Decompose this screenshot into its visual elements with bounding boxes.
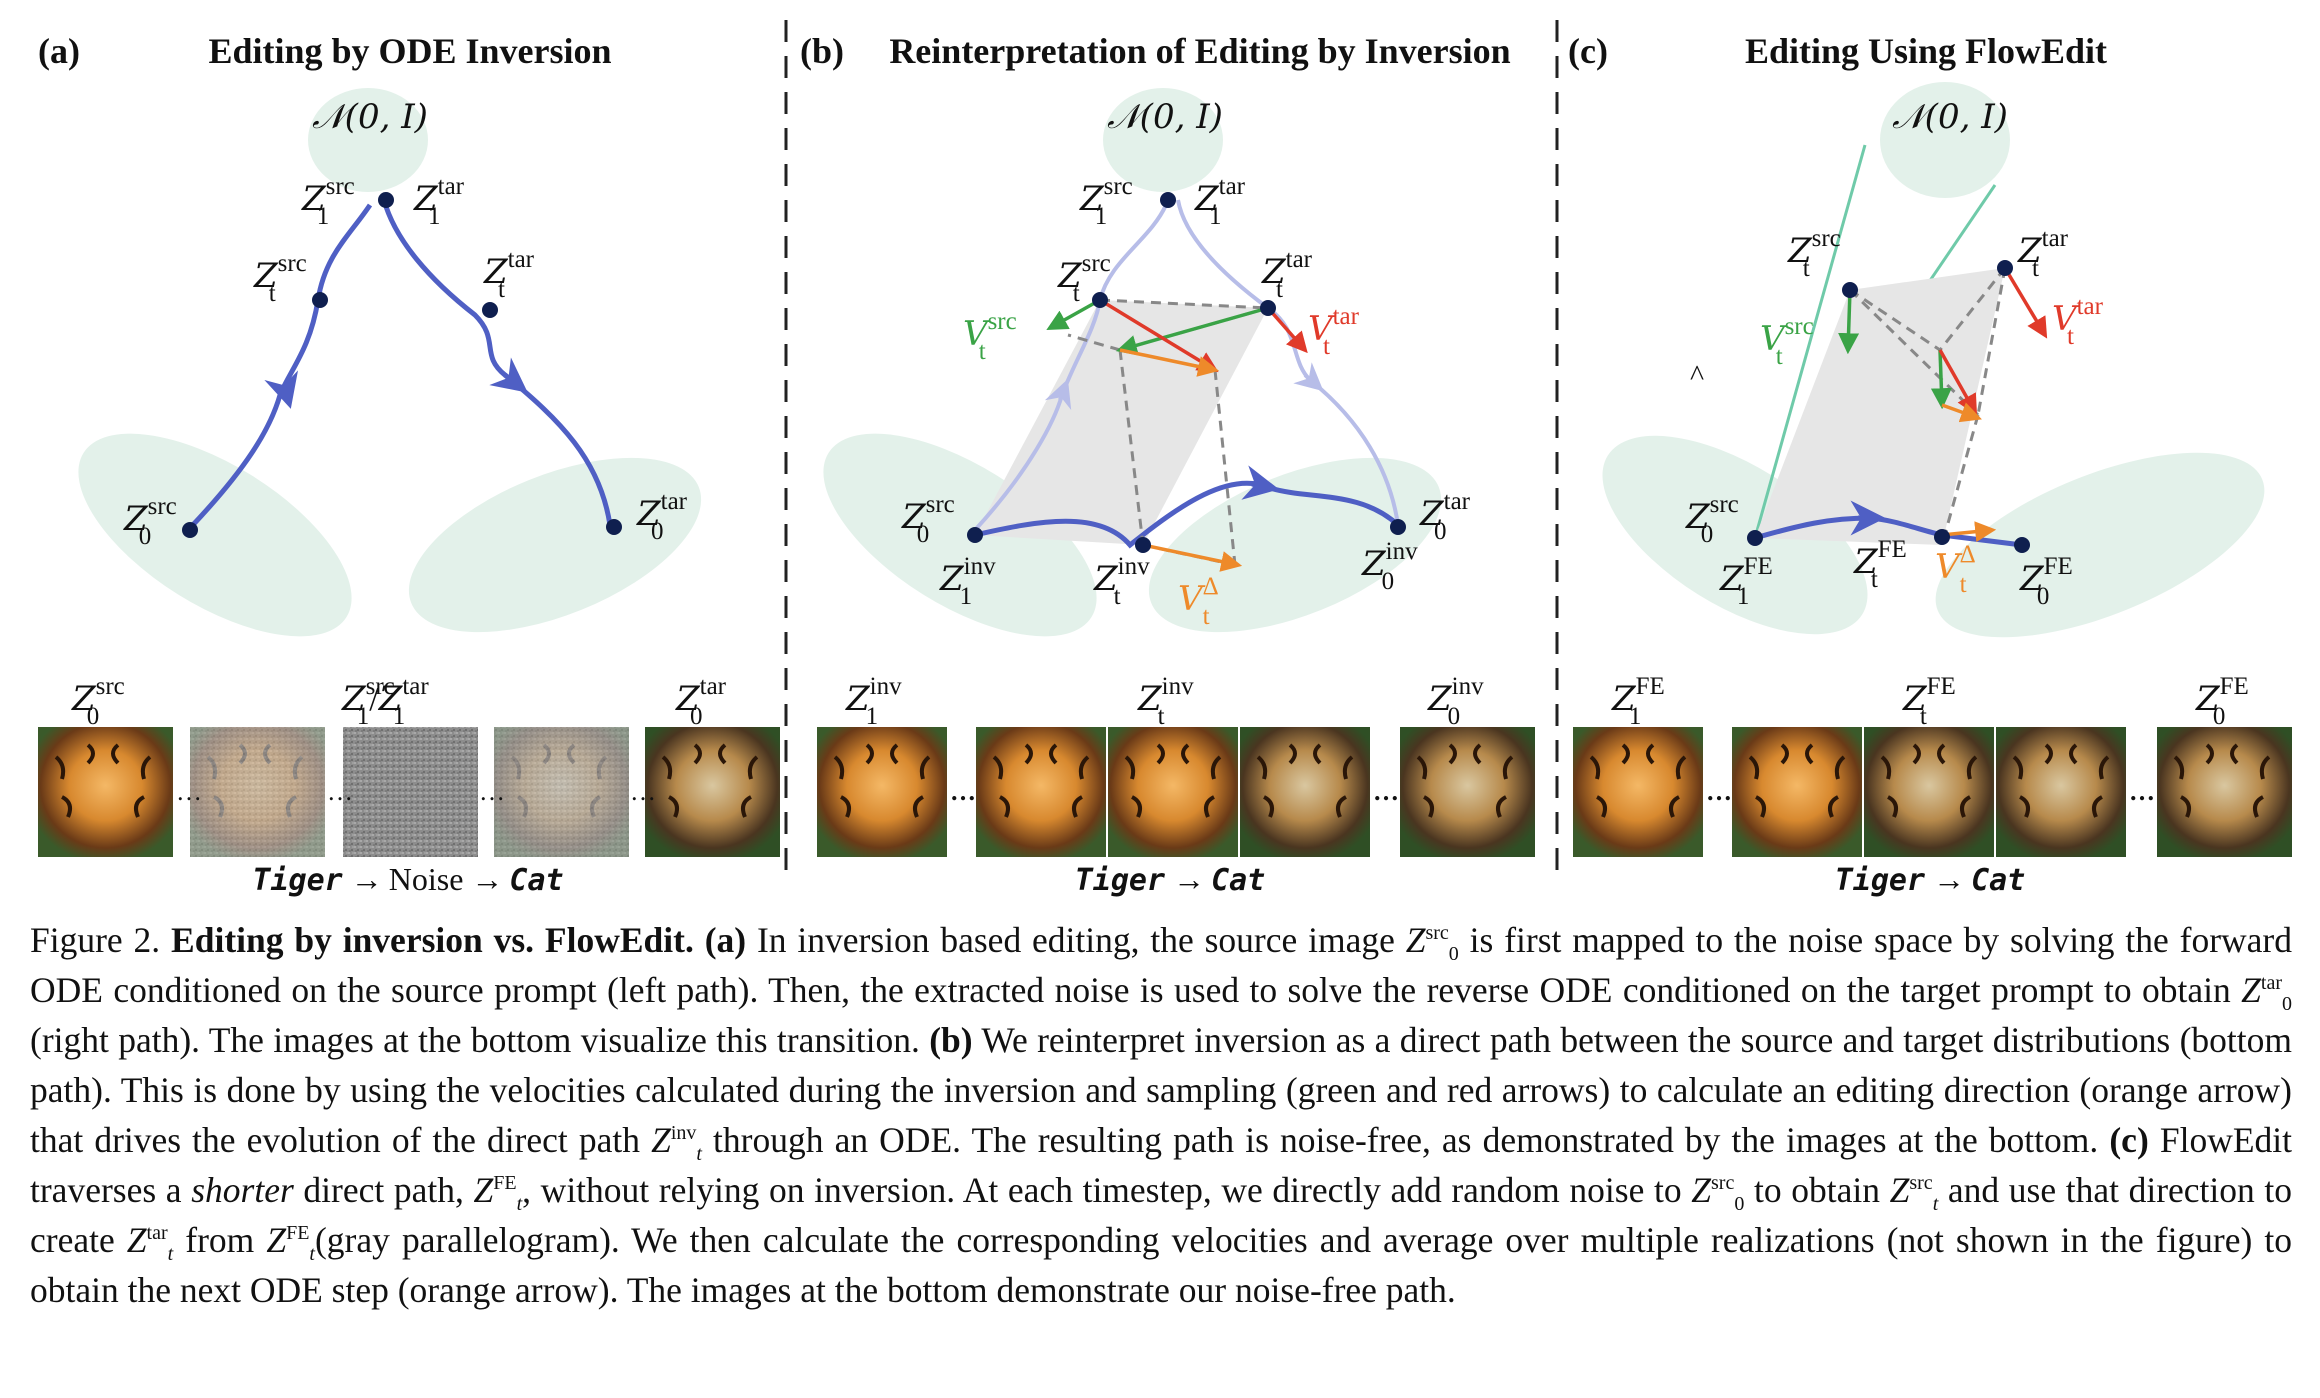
parallelogram-b	[975, 300, 1268, 545]
label-z1tar-b: Ztar 1	[1194, 173, 1246, 230]
panel-b-image-strip: Zinv 1 Zinv t Zinv 0 … … Tiger → Cat	[817, 673, 1535, 898]
label-z0fe-c: ZFE 0	[2019, 553, 2073, 610]
noise-blob-a	[308, 88, 428, 192]
panel-c-image-strip: ZFE 1 ZFE t ZFE 0 … … Tiger → Cat	[1573, 673, 2292, 898]
svg-text:…: …	[1373, 777, 1399, 806]
panel-b-diagram: 𝒩(0, I) Zsrc 0 Zinv 1 Zsrc t	[823, 88, 1471, 637]
label-z0src-a: Zsrc 0	[123, 493, 177, 550]
prompt-b: Tiger → Cat	[1075, 861, 1266, 898]
label-zttar-b: Ztar t	[1261, 246, 1313, 303]
label-vtsrc-b: Vsrc t	[963, 308, 1017, 365]
label-ztfe-c: ZFE t	[1853, 536, 1907, 593]
source-blob-a	[78, 433, 352, 637]
label-z1fe-c: ZFE 1	[1719, 553, 1773, 610]
svg-text:^: ^	[1690, 359, 1704, 392]
noise-line-1	[1753, 144, 1867, 539]
strip-a-label-src: Zsrc 0	[71, 673, 125, 730]
label-vtsrc-c: Vsrc t	[1760, 313, 1814, 370]
panel-a-diagram: 𝒩(0, I) Zsrc 0 Zsrc t Zsrc 1 Ztar 1 Ztar t Zt…	[78, 88, 702, 637]
svg-text:…: …	[2129, 777, 2155, 806]
label-z1src-b: Zsrc 1	[1079, 173, 1133, 230]
prompt-a: Tiger → Noise → Cat	[252, 861, 563, 898]
panel-a-title: Editing by ODE Inversion	[208, 31, 611, 71]
label-z0src-c: Zsrc 0	[1685, 491, 1739, 548]
label-vtdelta-c: VΔ t	[1935, 541, 1976, 598]
svg-text:𝒩(0, I): 𝒩(0, I)	[1892, 97, 2008, 137]
reverse-ode-path	[381, 199, 613, 526]
label-z0inv-b: Zinv 0	[1361, 538, 1418, 595]
node-z0src-a	[182, 522, 198, 538]
svg-text:…: …	[479, 777, 505, 806]
label-z1tar-a: Ztar 1	[413, 173, 465, 230]
node-z0tar-a	[606, 519, 622, 535]
figure: (a) Editing by ODE Inversion (b) Reinter…	[38, 20, 2292, 898]
panel-c-title: Editing Using FlowEdit	[1745, 31, 2107, 71]
panel-a-image-strip: Zsrc 0 Zsrc 1/Ztar 1 Ztar 0 … … … … Tiger → No…	[38, 673, 780, 898]
panel-b-title: Reinterpretation of Editing by Inversion	[889, 31, 1510, 71]
svg-text:…: …	[176, 777, 202, 806]
prompt-c: Tiger → Cat	[1835, 861, 2026, 898]
label-ztsrc-b: Zsrc t	[1057, 250, 1111, 307]
label-z1inv-b: Zinv 1	[939, 553, 996, 610]
svg-text:…: …	[327, 777, 353, 806]
parallelogram-c	[1755, 268, 2005, 545]
svg-text:Zinvt: Zinv t	[1137, 673, 1194, 730]
target-blob-a	[408, 457, 702, 633]
node-zttar-a	[482, 302, 498, 318]
svg-text:…: …	[950, 777, 976, 806]
label-z0tar-b: Ztar 0	[1419, 488, 1471, 545]
label-z0src-b: Zsrc 0	[901, 491, 955, 548]
svg-text:ZFEt: ZFE t	[1902, 673, 1956, 730]
svg-text:…: …	[630, 777, 656, 806]
label-vttar-b: Vtar t	[1308, 303, 1360, 360]
label-zttar-a: Ztar t	[483, 246, 535, 303]
label-z1src-a: Zsrc 1	[301, 173, 355, 230]
thumb-tiger-a1	[38, 727, 173, 857]
thumb-cat-a5	[645, 727, 780, 857]
label-zttar-c: Ztar t	[2017, 225, 2069, 282]
forward-ode-path	[188, 203, 373, 530]
label-ztinv-b: Zinv t	[1093, 553, 1150, 610]
strip-a-label-tar: Ztar 0	[675, 673, 727, 730]
strip-a-label-noise: Zsrc 1/Ztar 1	[341, 673, 429, 730]
label-vtdelta-b: VΔ t	[1178, 573, 1219, 630]
svg-text:…: …	[1706, 777, 1732, 806]
label-ztsrc-a: Zsrc t	[253, 250, 307, 307]
panel-c-tag: (c)	[1568, 31, 1608, 71]
figure-caption: Figure 2. Editing by inversion vs. FlowE…	[30, 920, 2293, 1310]
label-vttar-c: Vtar t	[2052, 293, 2104, 350]
svg-text:𝒩(0, I): 𝒩(0, I)	[1107, 97, 1223, 137]
node-z1-a	[378, 192, 394, 208]
panel-c-diagram: 𝒩(0, I) Zsrc 0 ^ ZFE 1 Zsrc t Ztar t ZFE t	[1602, 82, 2265, 638]
noise-label-a: 𝒩(0, I)	[312, 97, 428, 137]
panel-a-tag: (a)	[38, 31, 80, 71]
thumb-noise-a3	[343, 727, 478, 857]
label-ztsrc-c: Zsrc t	[1787, 225, 1841, 282]
label-z0tar-a: Ztar 0	[636, 488, 688, 545]
direct-path-b	[974, 480, 1400, 549]
panel-b-tag: (b)	[800, 31, 844, 71]
node-ztsrc-a	[312, 292, 328, 308]
